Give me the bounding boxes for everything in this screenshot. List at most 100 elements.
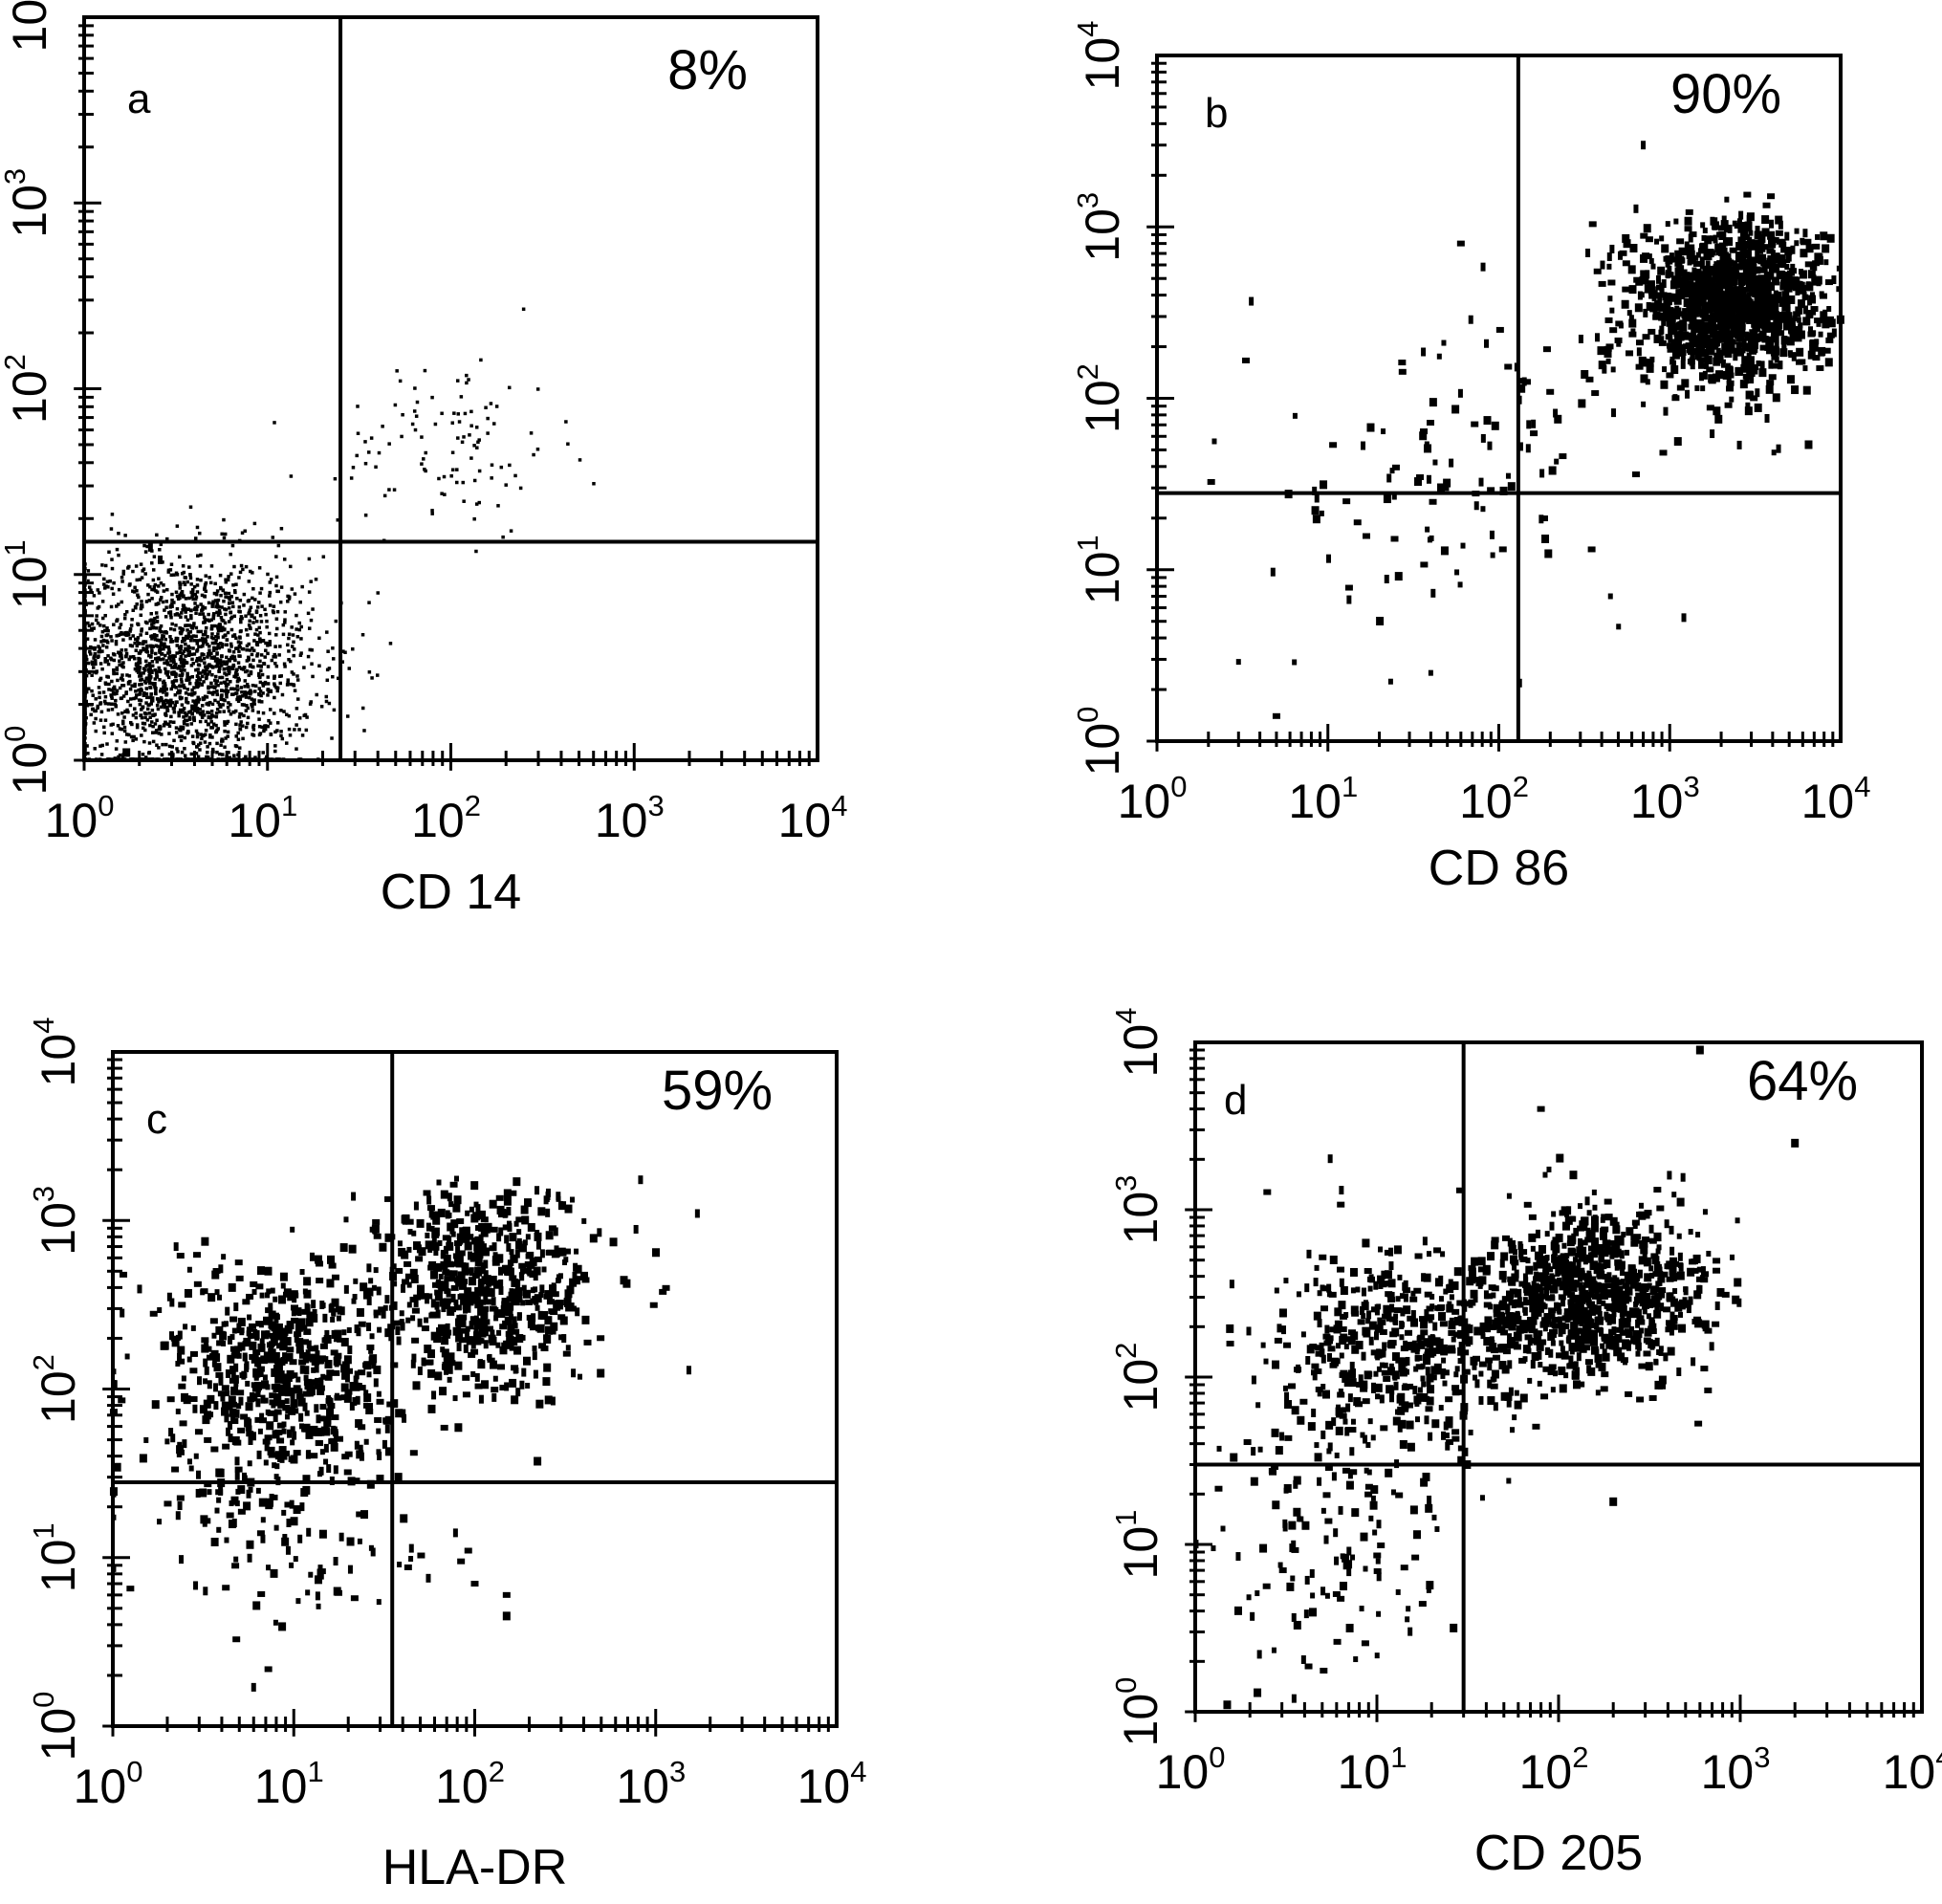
event-dot [244, 669, 248, 674]
event-dot [105, 742, 109, 746]
event-dot [281, 1428, 287, 1434]
event-dot [236, 699, 241, 704]
event-dot [1655, 292, 1664, 298]
event-dot [207, 1293, 216, 1302]
event-dot [222, 660, 226, 664]
event-dot [340, 1337, 349, 1346]
event-dot [1684, 216, 1692, 226]
event-dot [1826, 233, 1835, 243]
event-dot [153, 677, 158, 681]
event-dot [126, 699, 130, 704]
event-dot [174, 731, 179, 734]
event-dot [234, 636, 238, 641]
event-dot [1728, 307, 1736, 314]
event-dot [1711, 341, 1719, 348]
event-dot [217, 752, 222, 756]
event-dot [209, 1353, 218, 1360]
event-dot [1720, 349, 1729, 356]
event-dot [498, 1286, 504, 1296]
event-dot [532, 452, 535, 457]
event-dot [366, 1371, 372, 1378]
event-dot [215, 689, 219, 693]
event-dot [252, 1392, 258, 1402]
event-dot [133, 641, 137, 646]
event-dot [83, 691, 87, 696]
event-dot [91, 666, 96, 669]
event-dot [304, 1384, 313, 1390]
event-dot [291, 633, 295, 637]
event-dot [1826, 332, 1835, 339]
event-dot [114, 639, 119, 644]
event-dot [194, 595, 199, 600]
event-dot [110, 679, 114, 684]
event-dot [83, 753, 87, 756]
event-dot [251, 665, 254, 669]
event-dot [352, 1382, 360, 1391]
event-dot [323, 1458, 329, 1465]
event-dot [173, 613, 178, 617]
event-dot [233, 658, 237, 663]
event-dot [225, 672, 229, 677]
event-dot [109, 527, 114, 531]
event-dot [238, 723, 242, 727]
event-dot [331, 646, 335, 650]
event-dot [278, 674, 282, 679]
event-dot [278, 1295, 287, 1304]
event-dot [1701, 234, 1707, 241]
event-dot [181, 564, 185, 568]
event-dot [409, 1268, 418, 1278]
event-dot [1789, 268, 1798, 274]
event-dot [1808, 326, 1814, 333]
event-dot [114, 757, 119, 761]
event-dot [1663, 300, 1671, 310]
event-dot [175, 612, 180, 616]
event-dot [386, 1401, 392, 1408]
event-dot [207, 664, 211, 667]
x-tick-label: 102 [411, 789, 481, 847]
event-dot [1673, 437, 1682, 447]
event-dot [218, 1264, 224, 1274]
event-dot [242, 1354, 248, 1361]
event-dot [255, 1386, 261, 1392]
event-dot [246, 633, 250, 637]
event-dot [1694, 351, 1700, 361]
event-dot [210, 685, 214, 689]
event-dot [186, 653, 191, 658]
event-dot [1724, 349, 1733, 359]
event-dot [195, 679, 199, 683]
event-dot [1808, 295, 1817, 304]
event-dot [253, 684, 258, 688]
event-dot [1810, 292, 1816, 298]
event-dot [211, 714, 215, 718]
event-dot [167, 650, 172, 654]
event-dot [302, 1402, 308, 1412]
event-dot [207, 669, 212, 674]
event-dot [490, 476, 493, 480]
event-dot [229, 757, 233, 761]
event-dot [185, 712, 189, 716]
event-dot [281, 623, 286, 627]
event-dot [541, 1266, 547, 1273]
event-dot [164, 712, 167, 716]
event-dot [259, 693, 263, 698]
event-dot [1736, 306, 1745, 316]
event-dot [384, 1328, 393, 1338]
event-dot [196, 755, 201, 758]
event-dot [187, 717, 192, 721]
event-dot [256, 1366, 265, 1372]
event-dot [251, 613, 254, 618]
event-dot [251, 596, 254, 601]
event-dot [1714, 414, 1723, 424]
event-dot [225, 1390, 230, 1397]
event-dot [93, 654, 97, 659]
y-tick-label: 104 [0, 0, 56, 52]
event-dot [1292, 659, 1298, 666]
event-dot [1391, 493, 1397, 500]
event-dot [252, 616, 257, 620]
event-dot [236, 640, 241, 644]
event-dot [102, 639, 107, 644]
event-dot [238, 570, 243, 575]
event-dot [169, 687, 173, 691]
event-dot [1761, 215, 1770, 225]
event-dot [83, 576, 87, 580]
